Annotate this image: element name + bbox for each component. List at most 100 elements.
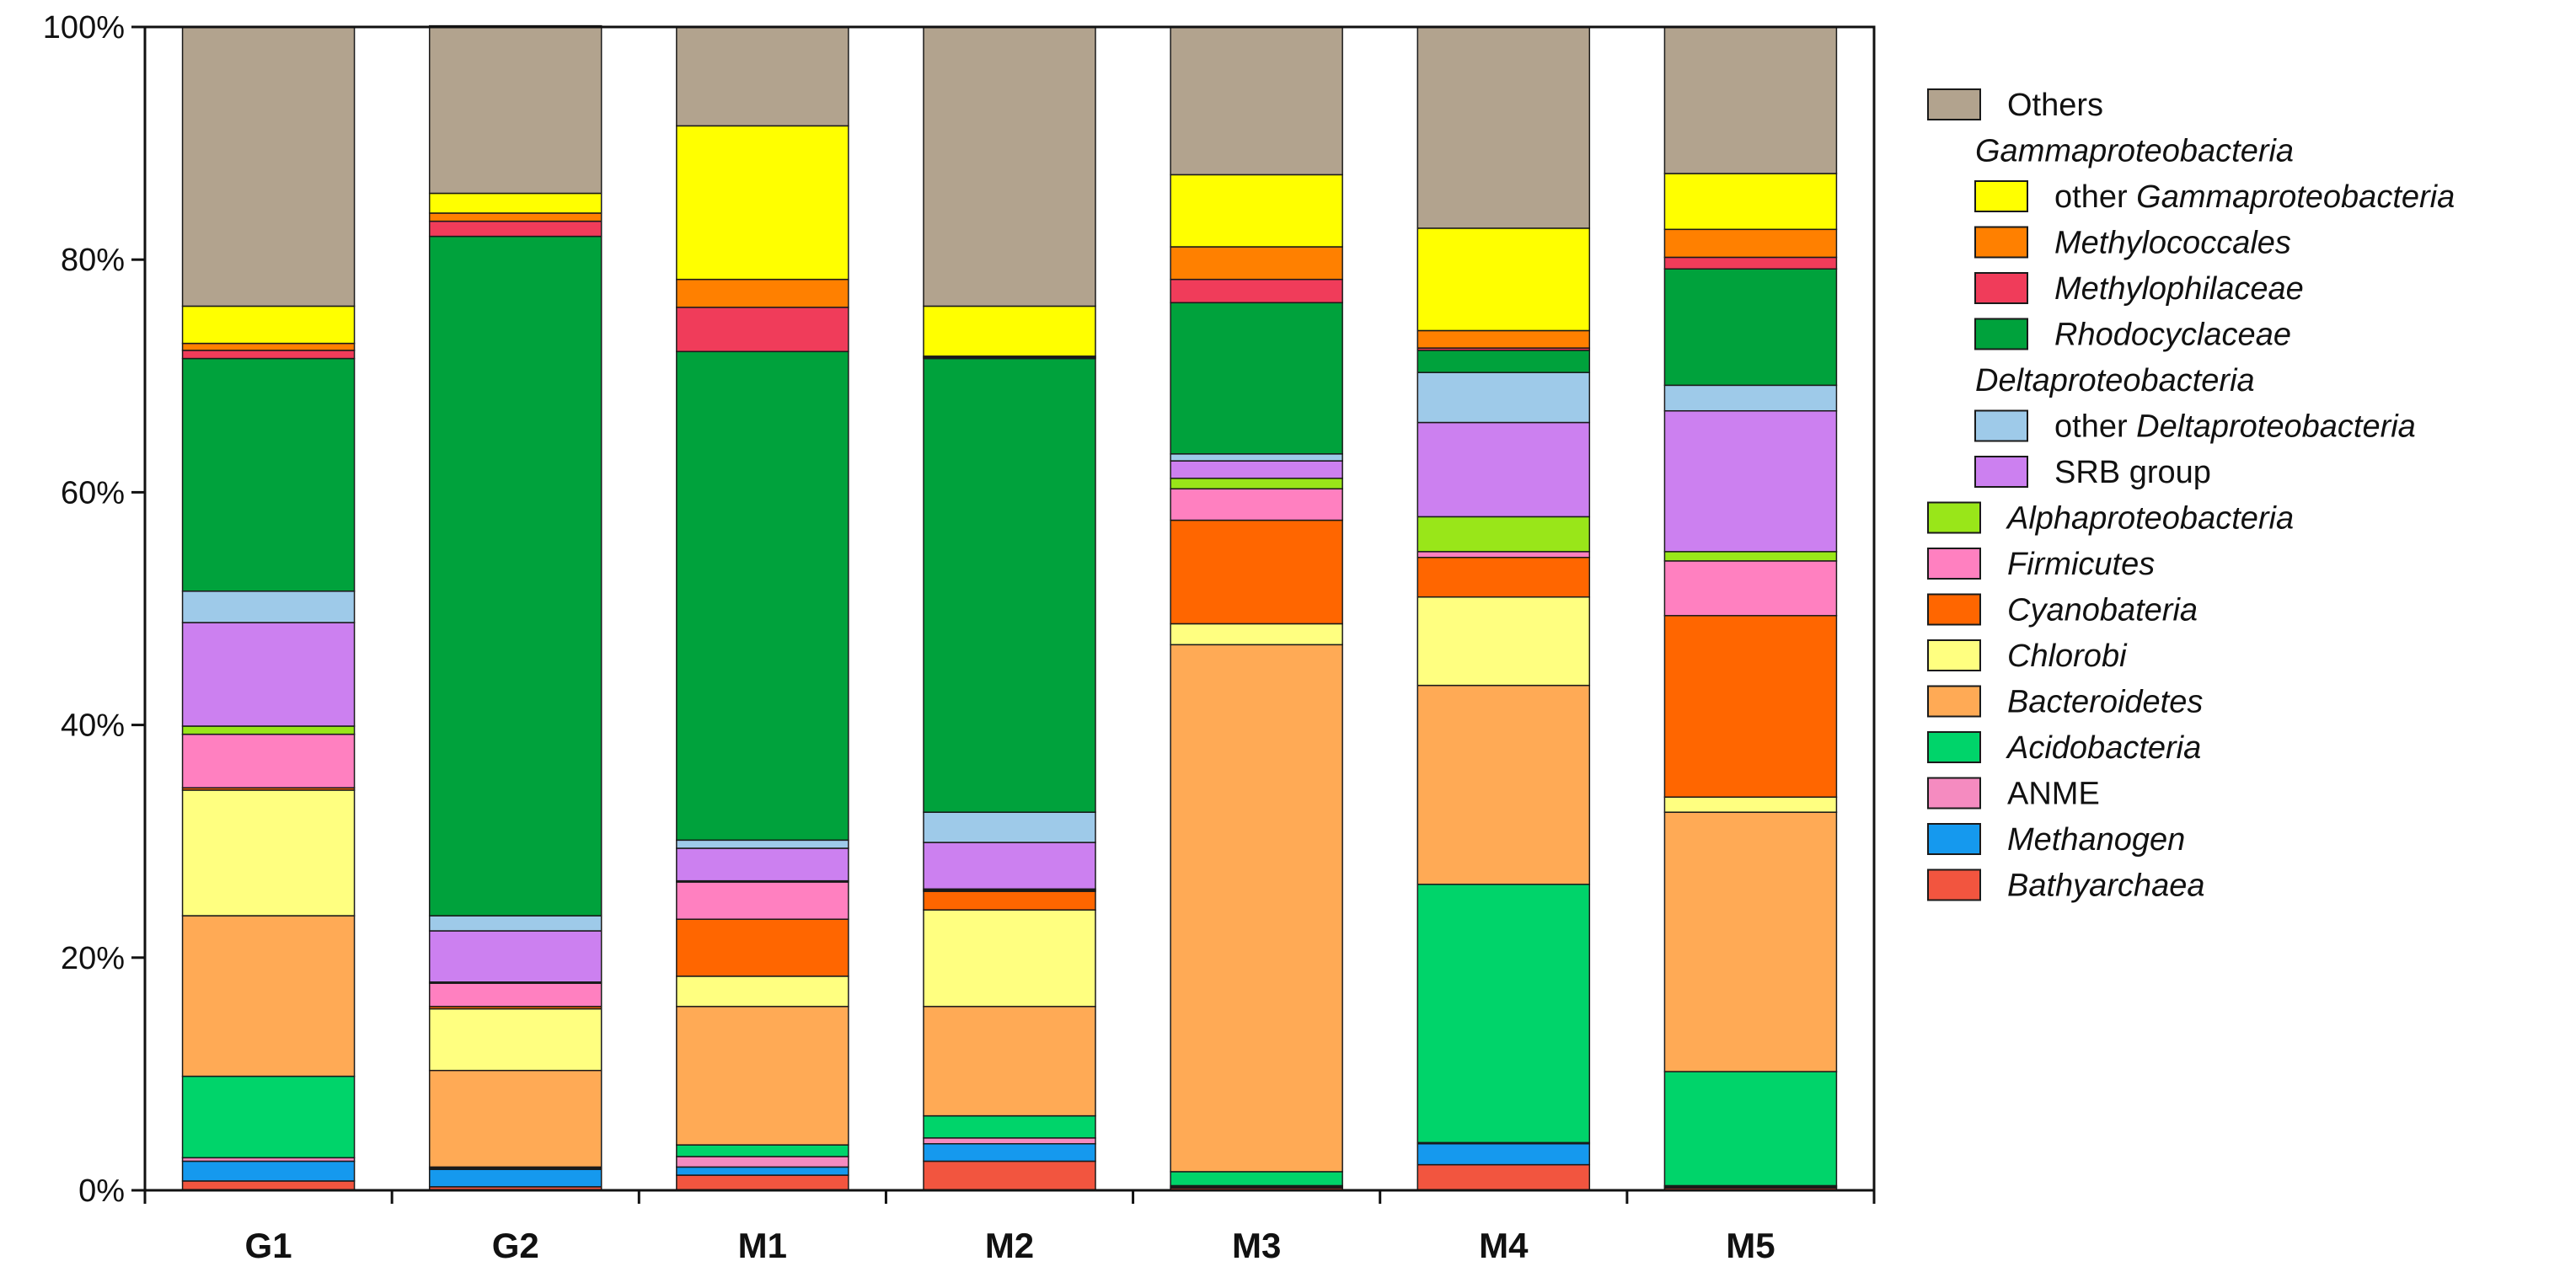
legend-label-firmicutes: Firmicutes — [2007, 547, 2155, 582]
x-tick-label-g1: G1 — [245, 1226, 292, 1265]
legend-swatch-bacteroidetes — [1927, 685, 1981, 718]
bar-m3-cyanobateria — [1170, 519, 1343, 625]
legend-swatch-chlorobi — [1927, 639, 1981, 671]
legend-item-other-gammaproteobacteria: other Gammaproteobacteria — [1974, 179, 2455, 215]
bar-m4-other-deltaproteobacteria — [1417, 371, 1591, 424]
x-tick-label-m3: M3 — [1232, 1226, 1281, 1265]
bar-g1-chlorobi — [181, 789, 356, 917]
legend-item-alphaproteobacteria: Alphaproteobacteria — [1927, 501, 2294, 537]
bar-stack-m1 — [676, 26, 849, 1191]
y-tick-label: 60% — [61, 475, 125, 510]
bar-m1-firmicutes — [676, 881, 849, 920]
legend-swatch-methanogen — [1927, 823, 1981, 855]
legend-item-others: Others — [1927, 88, 2103, 123]
bar-m5-srb-group — [1663, 409, 1838, 553]
bar-g1-alphaproteobacteria — [181, 725, 356, 735]
legend-item-srb-group: SRB group — [1974, 455, 2211, 490]
legend-swatch-rhodocyclaceae — [1974, 318, 2028, 350]
legend-item-cyanobateria: Cyanobateria — [1927, 593, 2198, 628]
legend-item-methanogen: Methanogen — [1927, 822, 2185, 858]
bar-m3-bacteroidetes — [1170, 644, 1343, 1173]
bar-g2-other-deltaproteobacteria — [428, 915, 602, 932]
bar-g2-firmicutes — [428, 982, 602, 1007]
legend-item-bacteroidetes: Bacteroidetes — [1927, 685, 2203, 720]
legend-swatch-cyanobateria — [1927, 593, 1981, 626]
legend-label-chlorobi: Chlorobi — [2007, 639, 2128, 674]
bar-m1-methanogen — [676, 1166, 849, 1176]
bar-stacks — [181, 24, 1838, 1191]
bar-m5-cyanobateria — [1663, 615, 1838, 798]
bar-g2-srb-group — [428, 930, 602, 983]
bar-stack-g2 — [428, 24, 602, 1191]
bar-g2-others — [428, 24, 602, 195]
bar-m3-methylococcales — [1170, 246, 1343, 281]
bar-m1-srb-group — [676, 847, 849, 882]
bar-m2-others — [923, 26, 1096, 307]
legend-item-acidobacteria: Acidobacteria — [1927, 730, 2201, 766]
legend-item-chlorobi: Chlorobi — [1927, 639, 2128, 674]
bar-stack-m3 — [1170, 26, 1343, 1191]
legend-swatch-other-gammaproteobacteria — [1974, 180, 2028, 212]
bar-g2-chlorobi — [428, 1007, 602, 1072]
axes: 0% 20% 40% 60% 80% 100% G1 G2 M1 M2 M3 M4 M5 — [43, 10, 1876, 1265]
legend-item-bathyarchaea: Bathyarchaea — [1927, 868, 2205, 904]
bar-stack-g1 — [181, 26, 356, 1191]
legend-label-acidobacteria: Acidobacteria — [2006, 730, 2201, 766]
bar-m4-bacteroidetes — [1417, 684, 1591, 885]
legend-swatch-methylophilaceae — [1974, 272, 2028, 304]
bar-m4-alphaproteobacteria — [1417, 516, 1591, 553]
legend-swatch-acidobacteria — [1927, 731, 1981, 763]
legend-swatch-alphaproteobacteria — [1927, 501, 1981, 534]
legend-group-deltaproteobacteria: Deltaproteobacteria — [1975, 363, 2255, 398]
legend-swatch-srb-group — [1974, 456, 2028, 488]
bar-m5-alphaproteobacteria — [1663, 551, 1838, 562]
bar-g1-rhodocyclaceae — [181, 357, 356, 592]
y-tick-label: 40% — [61, 708, 125, 744]
bar-m2-bacteroidetes — [923, 1006, 1096, 1117]
x-tick-label-m1: M1 — [738, 1226, 787, 1265]
legend-swatch-other-deltaproteobacteria — [1974, 409, 2028, 442]
bar-stack-m4 — [1417, 26, 1591, 1191]
y-tick-label: 0% — [78, 1173, 125, 1209]
x-tick-label-m5: M5 — [1726, 1226, 1775, 1265]
legend-label-rhodocyclaceae: Rhodocyclaceae — [2054, 318, 2291, 353]
legend-swatch-firmicutes — [1927, 548, 1981, 580]
bar-g2-other-gammaproteobacteria — [428, 192, 602, 214]
bar-m2-cyanobateria — [923, 890, 1096, 911]
bar-m2-srb-group — [923, 842, 1096, 890]
bar-m4-firmicutes — [1417, 551, 1591, 559]
x-tick-label-g2: G2 — [492, 1226, 539, 1265]
legend-label-methylophilaceae: Methylophilaceae — [2054, 271, 2304, 307]
bar-m2-other-gammaproteobacteria — [923, 305, 1096, 357]
legend-group-gammaproteobacteria: Gammaproteobacteria — [1975, 134, 2294, 169]
bar-m5-methylococcales — [1663, 228, 1838, 259]
bar-m2-anme — [923, 1137, 1096, 1145]
bar-g2-methylococcales — [428, 212, 602, 222]
bar-m4-chlorobi — [1417, 596, 1591, 687]
bar-g2-methanogen — [428, 1168, 602, 1188]
bar-g1-firmicutes — [181, 733, 356, 788]
bar-stack-m5 — [1663, 26, 1838, 1191]
bar-g1-other-gammaproteobacteria — [181, 305, 356, 345]
bar-m2-other-deltaproteobacteria — [923, 811, 1096, 843]
bar-m5-acidobacteria — [1663, 1071, 1838, 1187]
bar-m2-bathyarchaea — [923, 1160, 1096, 1191]
bar-m4-acidobacteria — [1417, 884, 1591, 1144]
legend-swatch-anme — [1927, 777, 1981, 810]
bar-m3-chlorobi — [1170, 623, 1343, 646]
bar-m1-methylococcales — [676, 278, 849, 308]
bar-m1-bacteroidetes — [676, 1006, 849, 1146]
y-tick-label: 80% — [61, 243, 125, 278]
bar-g1-bacteroidetes — [181, 915, 356, 1077]
bar-m4-others — [1417, 26, 1591, 229]
legend-item-rhodocyclaceae: Rhodocyclaceae — [1974, 318, 2291, 353]
bar-g1-others — [181, 26, 356, 307]
bar-m3-rhodocyclaceae — [1170, 302, 1343, 455]
legend-label-methylococcales: Methylococcales — [2054, 226, 2291, 261]
bar-m3-other-gammaproteobacteria — [1170, 174, 1343, 248]
x-tick-label-m4: M4 — [1479, 1226, 1529, 1265]
bar-m1-cyanobateria — [676, 918, 849, 977]
bar-m1-rhodocyclaceae — [676, 350, 849, 842]
legend-label-methanogen: Methanogen — [2007, 822, 2185, 858]
